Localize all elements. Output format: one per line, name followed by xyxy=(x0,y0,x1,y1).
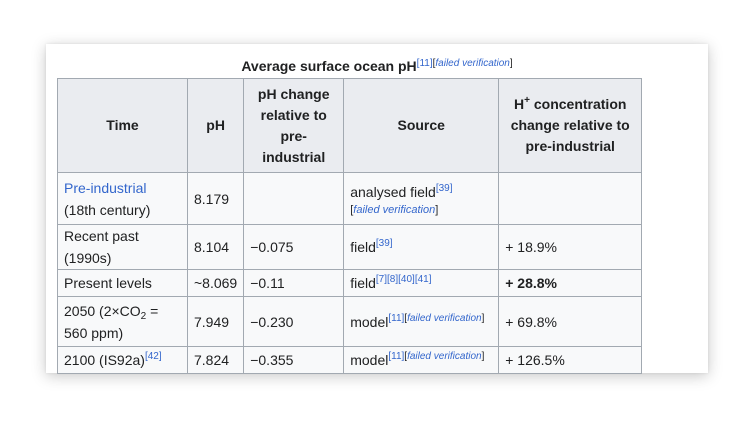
ref-42-link[interactable]: [42] xyxy=(144,351,162,362)
pre-industrial-link[interactable]: Pre-industrial xyxy=(64,179,147,196)
cell-ph: ~8.069 xyxy=(186,269,245,297)
table-row: 2100 (IS92a)[42] 7.824 −0.355 model[11][… xyxy=(57,346,643,374)
cell-source: model[11][failed verification] xyxy=(343,296,500,347)
cell-change: −0.11 xyxy=(243,269,345,297)
cell-ph: 7.949 xyxy=(186,296,245,347)
cell-ph: 8.179 xyxy=(186,172,245,225)
cell-h-change: + 126.5% xyxy=(498,346,643,374)
cell-source: field[7][8][40][41] xyxy=(343,269,500,297)
cell-change: −0.230 xyxy=(243,296,345,347)
table-card: Average surface ocean pH[11][failed veri… xyxy=(46,44,708,374)
ref-11-link[interactable]: [11] xyxy=(388,351,405,362)
cell-h-change: + 18.9% xyxy=(498,224,643,270)
caption-title: Average surface ocean pH xyxy=(241,58,417,74)
cell-h-change: + 28.8% xyxy=(498,269,643,297)
cell-change: −0.075 xyxy=(243,224,345,270)
ref-11-link[interactable]: [11] xyxy=(388,312,405,324)
cell-change: −0.355 xyxy=(243,346,345,374)
table-row: Pre-industrial (18th century) 8.179 anal… xyxy=(57,172,643,225)
col-header-ph: pH xyxy=(186,78,245,173)
cell-time: Present levels xyxy=(57,269,188,297)
cell-time: Recent past (1990s) xyxy=(57,224,188,270)
cell-source: field[39] xyxy=(343,224,500,270)
col-header-time: Time xyxy=(57,78,188,173)
col-header-source: Source xyxy=(343,78,500,173)
header-row: Time pH pH change relative to pre-indust… xyxy=(57,78,643,173)
cell-ph: 7.824 xyxy=(186,346,245,374)
ph-table: Time pH pH change relative to pre-indust… xyxy=(57,78,643,374)
cell-change xyxy=(243,172,345,225)
cell-time: 2100 (IS92a)[42] xyxy=(57,346,188,374)
cell-h-change xyxy=(498,172,643,225)
caption-ref-11[interactable]: [11] xyxy=(416,58,433,69)
col-header-h-change: H+ concentration change relative to pre-… xyxy=(498,78,643,173)
ref-39-link[interactable]: [39] xyxy=(435,182,453,194)
cell-time: Pre-industrial (18th century) xyxy=(57,172,188,225)
cell-time: 2050 (2×CO2 = 560 ppm) xyxy=(57,296,188,347)
cell-source: model[11][failed verification] xyxy=(343,346,500,374)
table-row: Recent past (1990s) 8.104 −0.075 field[3… xyxy=(57,224,643,270)
cell-ph: 8.104 xyxy=(186,224,245,270)
ref-39-link[interactable]: [39] xyxy=(375,238,393,249)
col-header-ph-change: pH change relative to pre-industrial xyxy=(243,78,345,173)
table-row: Present levels ~8.069 −0.11 field[7][8][… xyxy=(57,269,643,297)
failed-verification-link[interactable]: failed verification xyxy=(407,351,482,362)
caption-failed-verification-link[interactable]: failed verification xyxy=(435,58,510,69)
cell-h-change: + 69.8% xyxy=(498,296,643,347)
table-caption: Average surface ocean pH[11][failed veri… xyxy=(241,58,513,74)
failed-verification-link[interactable]: failed verification xyxy=(407,312,482,324)
table-row: 2050 (2×CO2 = 560 ppm) 7.949 −0.230 mode… xyxy=(57,296,643,347)
cell-source: analysed field[39] [failed verification] xyxy=(343,172,500,225)
refs-7-8-40-41-link[interactable]: [7][8][40][41] xyxy=(375,274,432,285)
failed-verification-link[interactable]: failed verification xyxy=(353,203,436,216)
